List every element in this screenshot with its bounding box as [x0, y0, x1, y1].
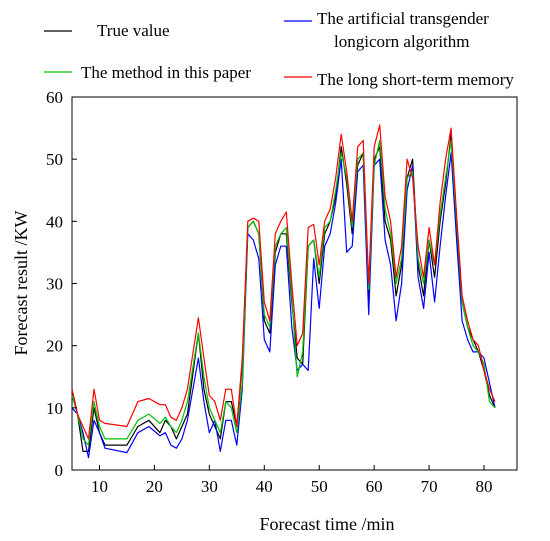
- x-tick-label-6: 70: [421, 477, 438, 496]
- x-tick-label-5: 60: [366, 477, 383, 496]
- y-tick-label-2: 20: [46, 337, 63, 356]
- y-tick-label-5: 50: [46, 150, 63, 169]
- plot-frame: [71, 96, 518, 471]
- x-tick-label-1: 20: [146, 477, 163, 496]
- y-tick-label-0: 0: [55, 461, 64, 480]
- legend-label-longicorn-line2: longicorn algorithm: [334, 32, 470, 51]
- y-axis-ticks: 0 10 20 30 40 50 60: [46, 88, 77, 480]
- legend-label-true-value: True value: [97, 21, 170, 40]
- x-tick-label-0: 10: [91, 477, 108, 496]
- series-line-2: [71, 139, 496, 446]
- x-axis-label: Forecast time /min: [260, 514, 395, 534]
- y-tick-label-4: 40: [46, 212, 63, 231]
- x-tick-label-7: 80: [476, 477, 493, 496]
- y-tick-label-1: 10: [46, 399, 63, 418]
- legend-label-lstm: The long short-term memory: [317, 70, 514, 89]
- series-line-0: [71, 133, 496, 452]
- legend-label-method: The method in this paper: [81, 63, 251, 82]
- x-tick-label-2: 30: [201, 477, 218, 496]
- plot-area: 10 20 30 40 50 60 70 80 0 10 20 30 40 50 60: [46, 88, 518, 496]
- x-axis-ticks: 10 20 30 40 50 60 70 80: [91, 465, 493, 496]
- y-tick-label-3: 30: [46, 275, 63, 294]
- series-line-3: [71, 124, 496, 440]
- x-tick-label-3: 40: [256, 477, 273, 496]
- x-tick-label-4: 50: [311, 477, 328, 496]
- legend: True value The artificial transgender lo…: [44, 9, 514, 89]
- series-line-1: [71, 152, 496, 459]
- y-axis-label: Forecast result /KW: [11, 211, 31, 356]
- y-tick-label-6: 60: [46, 88, 63, 107]
- legend-label-longicorn-line1: The artificial transgender: [317, 9, 489, 28]
- series-layer: [71, 124, 496, 459]
